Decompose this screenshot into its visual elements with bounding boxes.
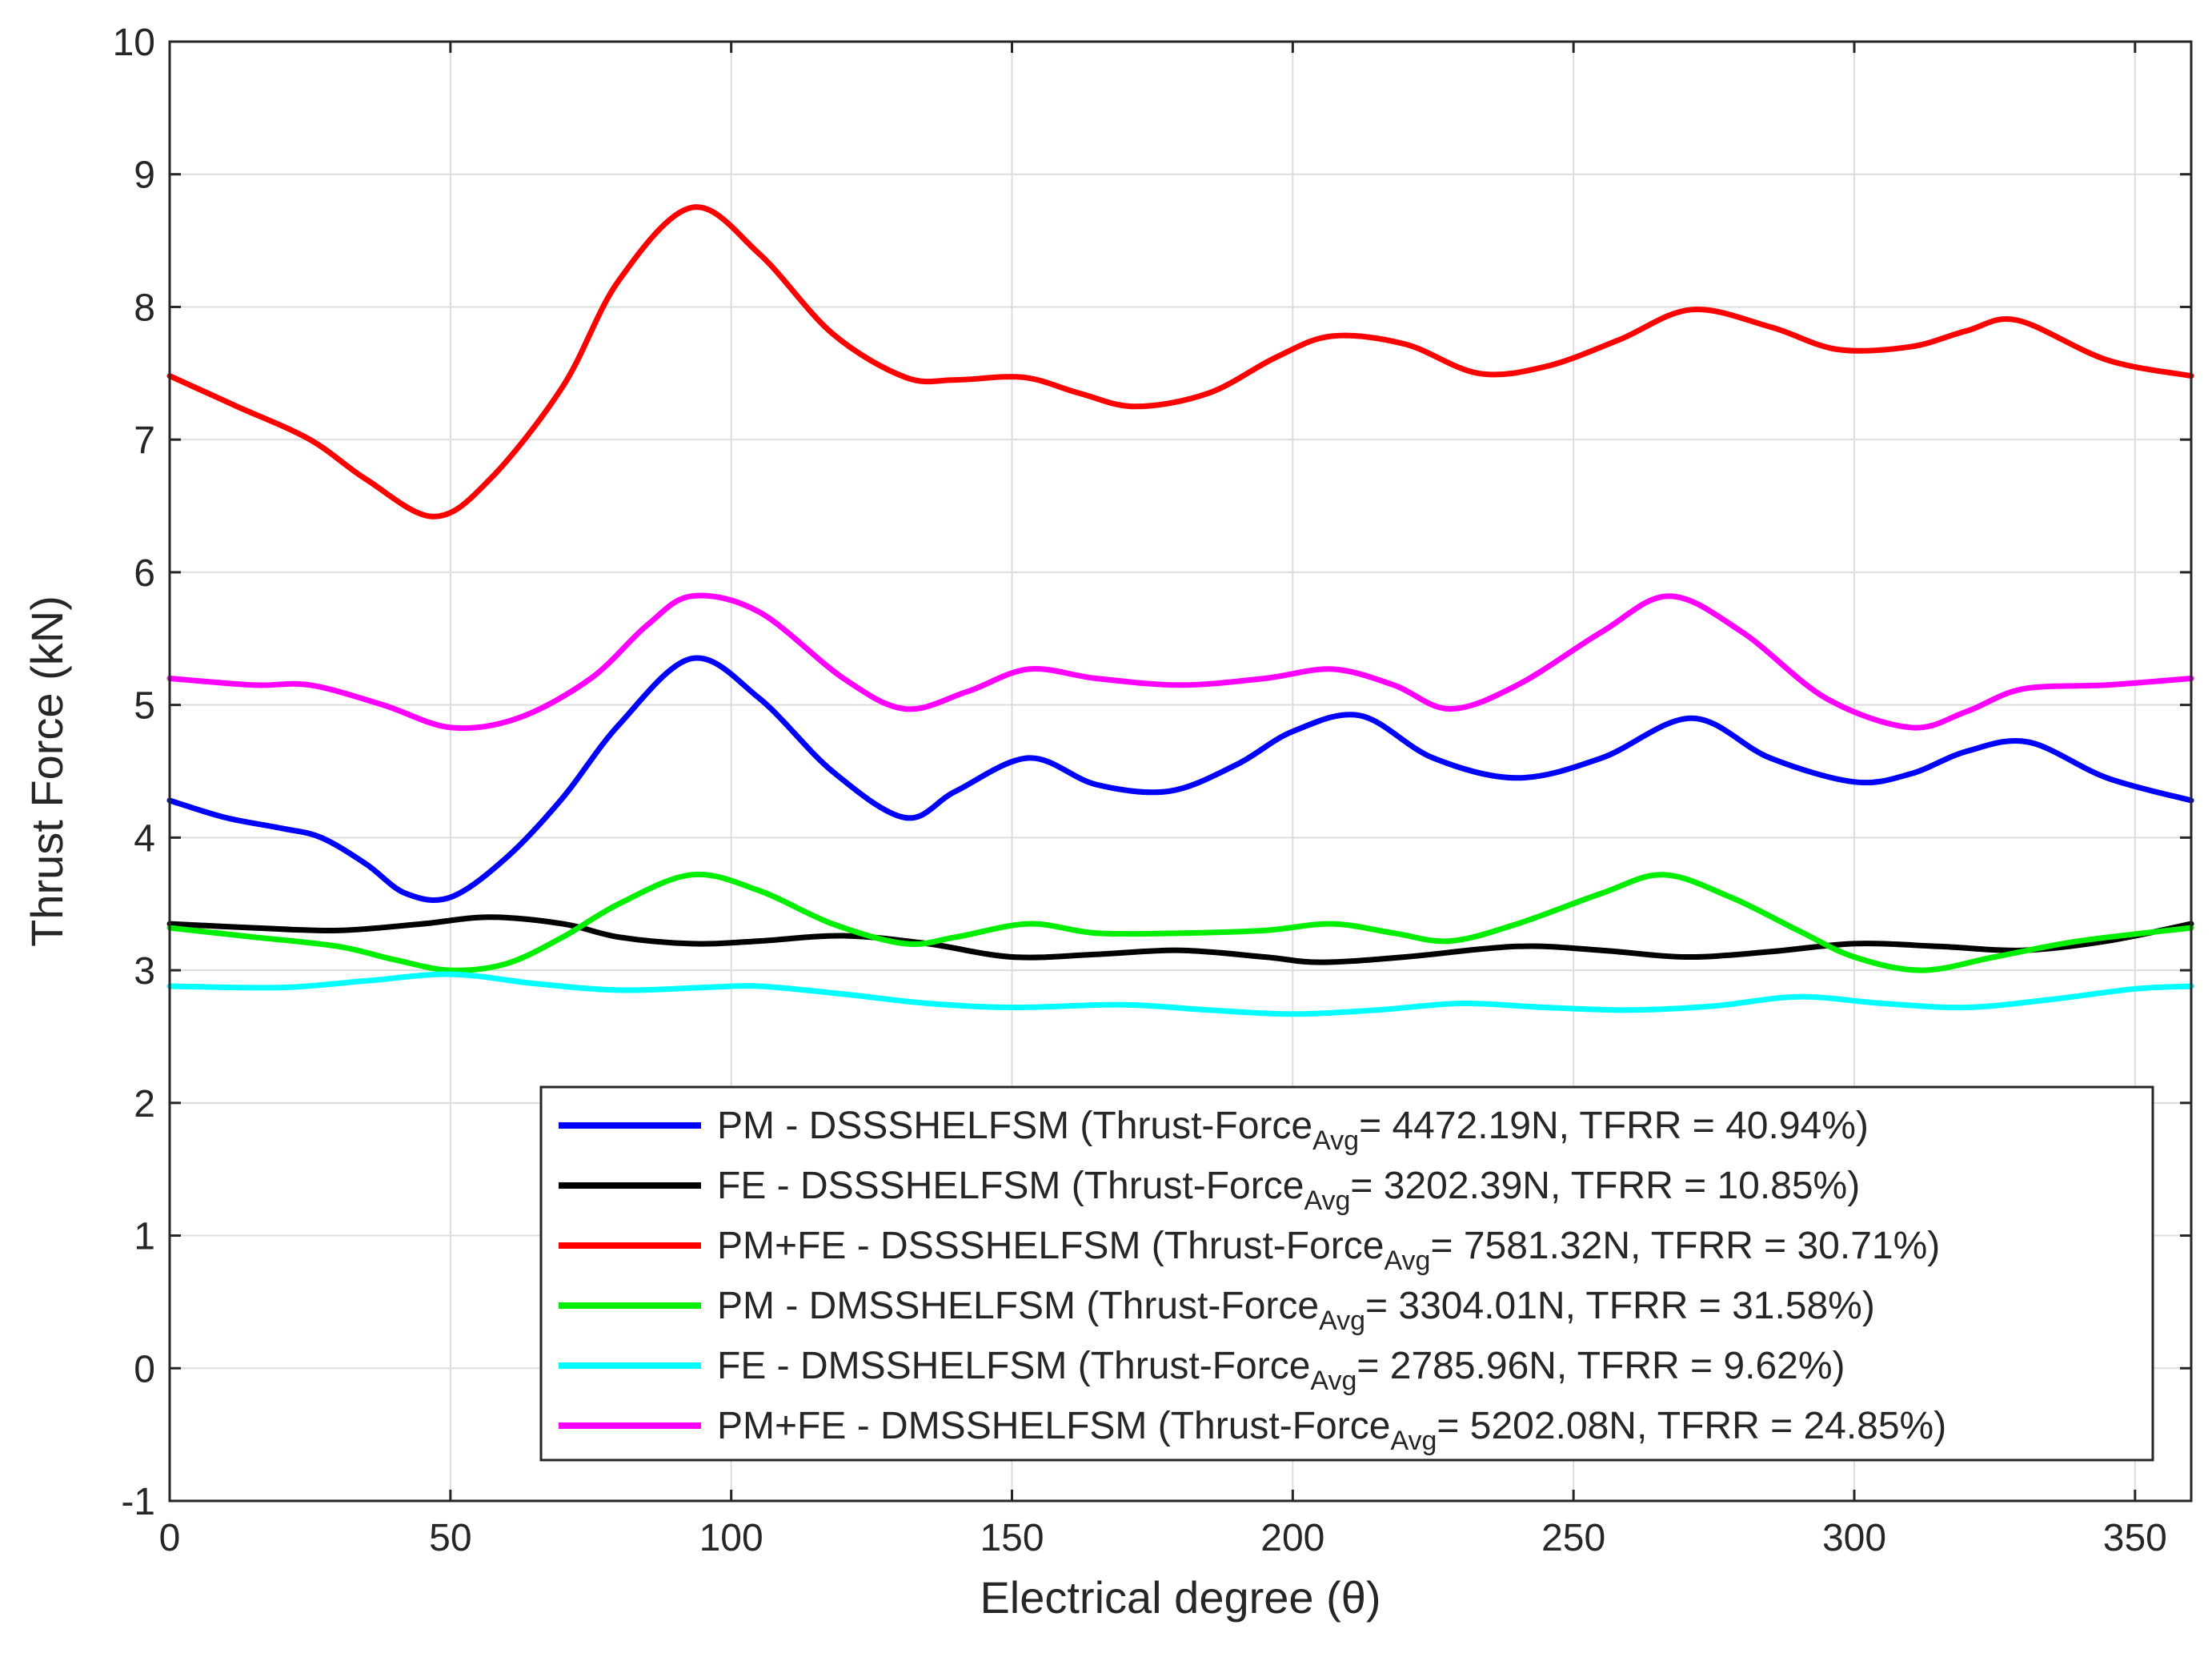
x-tick-label: 300 (1822, 1517, 1886, 1559)
series-line-6 (166, 592, 2194, 732)
legend-box (539, 1085, 2154, 1462)
series-line-2 (166, 914, 2194, 965)
x-axis-title: Electrical degree (θ) (980, 1572, 1380, 1623)
y-tick-label: 9 (134, 154, 155, 197)
y-tick-label: 6 (134, 552, 155, 595)
y-tick-label: 3 (134, 950, 155, 993)
x-tick-label: 250 (1541, 1517, 1605, 1559)
series-line-1 (166, 655, 2194, 903)
legend-entry-4: PM - DMSSHELFSM (Thrust-ForceAvg= 3304.0… (717, 1285, 1875, 1336)
series-line-3 (166, 204, 2194, 520)
series-lines (166, 204, 2194, 1017)
y-tick-label: -1 (121, 1481, 155, 1523)
x-tick-label: 100 (699, 1517, 763, 1559)
y-tick-label: 8 (134, 287, 155, 329)
legend-entry-2: FE - DSSSHELFSM (Thrust-ForceAvg= 3202.3… (717, 1165, 1860, 1216)
x-tick-label: 150 (980, 1517, 1044, 1559)
legend-entry-3: PM+FE - DSSSHELFSM (Thrust-ForceAvg= 758… (717, 1225, 1940, 1276)
y-tick-label: 0 (134, 1348, 155, 1390)
legend-entry-5: FE - DMSSHELFSM (Thrust-ForceAvg= 2785.9… (717, 1345, 1845, 1396)
x-tick-label: 0 (159, 1517, 181, 1559)
y-tick-label: 10 (113, 22, 155, 64)
y-tick-label: 5 (134, 685, 155, 728)
y-tick-label: 7 (134, 419, 155, 462)
y-axis-title: Thrust Force (kN) (22, 596, 72, 947)
plot-frame (168, 40, 2193, 1503)
y-tick-label: 1 (134, 1216, 155, 1258)
y-tick-label: 4 (134, 817, 155, 860)
x-tick-label: 50 (429, 1517, 471, 1559)
legend-entry-6: PM+FE - DMSSHELFSM (Thrust-ForceAvg= 520… (717, 1405, 1946, 1456)
legend-entry-1: PM - DSSSHELFSM (Thrust-ForceAvg= 4472.1… (717, 1105, 1869, 1156)
series-line-5 (166, 971, 2194, 1017)
series-line-4 (166, 871, 2194, 973)
x-tick-label: 350 (2103, 1517, 2167, 1559)
y-tick-label: 2 (134, 1083, 155, 1125)
legend: PM - DSSSHELFSM (Thrust-ForceAvg= 4472.1… (539, 1085, 2154, 1462)
x-tick-label: 200 (1260, 1517, 1324, 1559)
